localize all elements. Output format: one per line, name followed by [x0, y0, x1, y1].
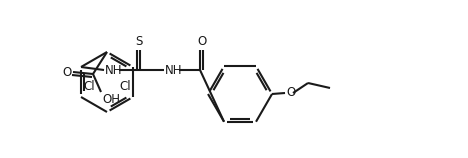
Text: O: O — [63, 67, 72, 79]
Text: NH: NH — [165, 64, 183, 78]
Text: OH: OH — [102, 93, 120, 106]
Text: O: O — [286, 86, 295, 100]
Text: O: O — [197, 35, 206, 48]
Text: Cl: Cl — [83, 80, 95, 93]
Text: S: S — [135, 35, 142, 48]
Text: Cl: Cl — [119, 80, 131, 93]
Text: NH: NH — [105, 64, 123, 78]
